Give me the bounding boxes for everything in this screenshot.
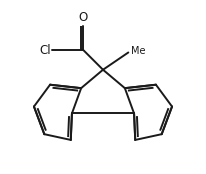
Text: Cl: Cl bbox=[39, 44, 50, 57]
Text: Me: Me bbox=[131, 46, 145, 56]
Text: O: O bbox=[79, 11, 88, 24]
